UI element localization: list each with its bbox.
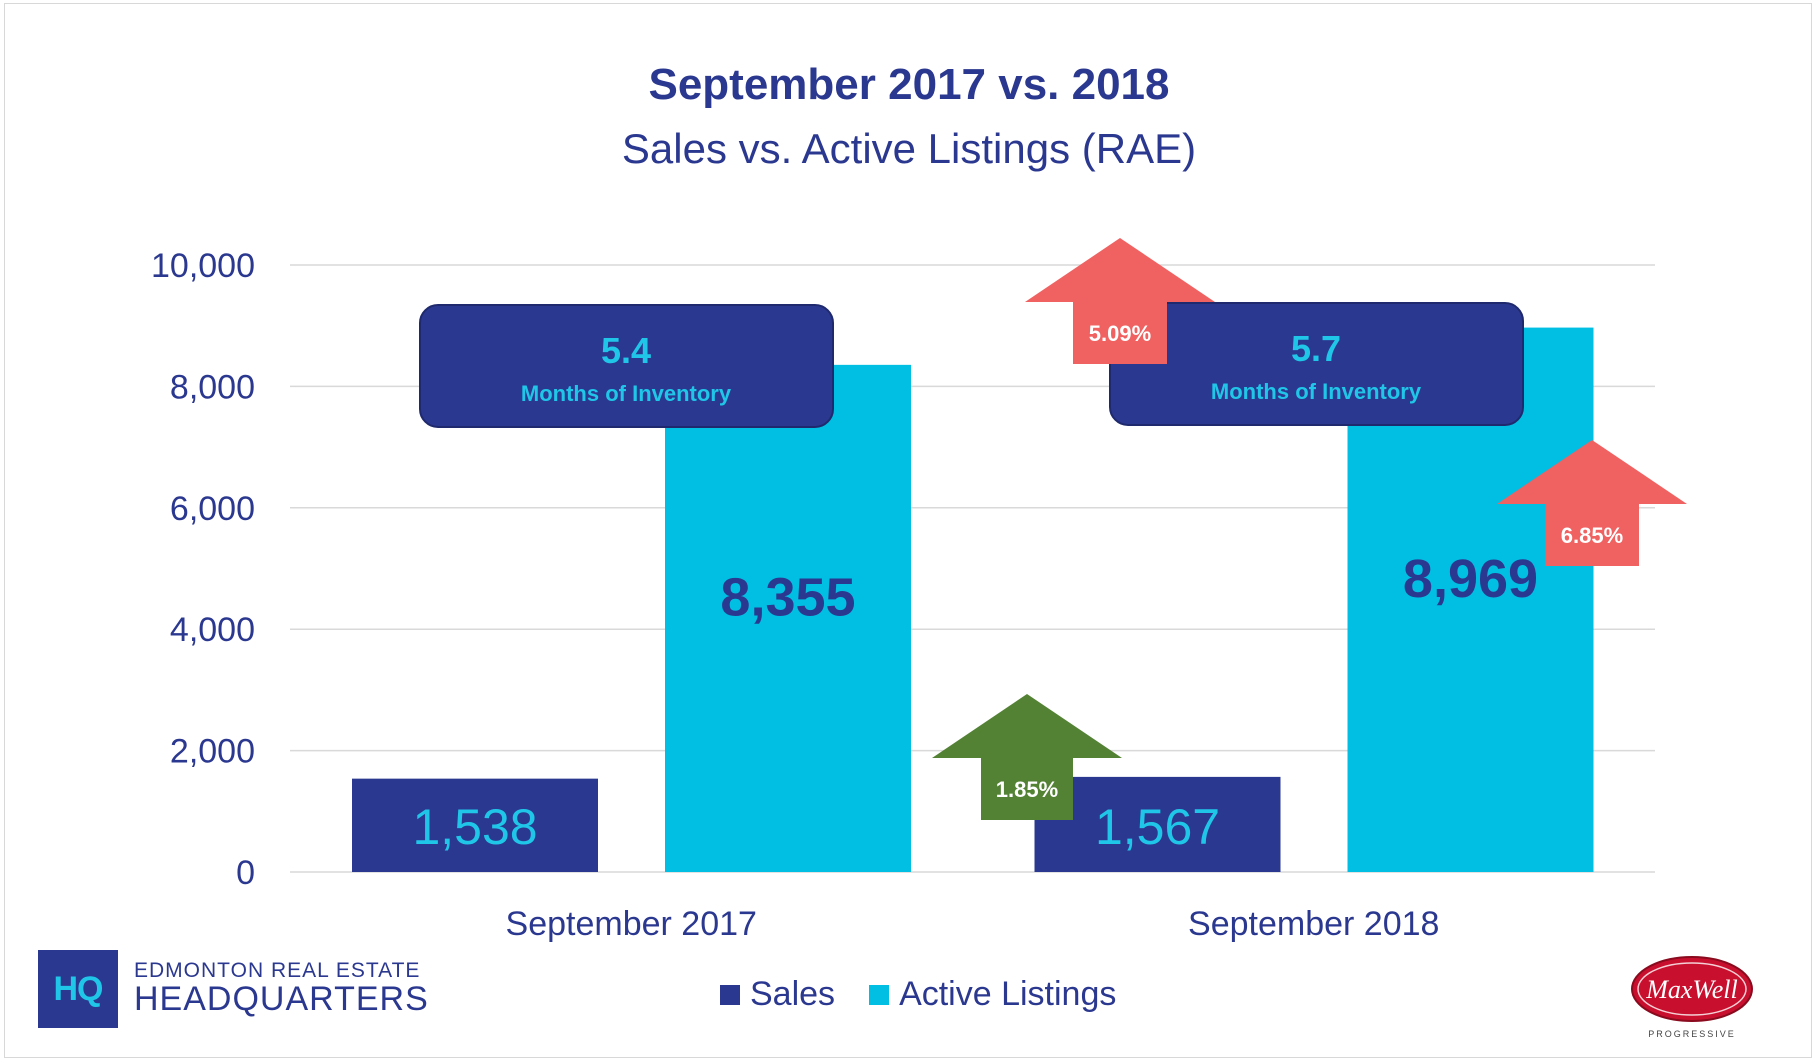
sales-change-arrow <box>932 694 1122 820</box>
inventory-change-arrow <box>1025 238 1215 364</box>
bar-sales <box>352 778 598 872</box>
y-tick-label: 0 <box>236 854 255 892</box>
y-tick-label: 10,000 <box>151 247 255 285</box>
maxwell-name: MaxWell <box>1645 975 1737 1004</box>
legend-swatch-active-listings <box>869 984 890 1005</box>
y-tick-label: 6,000 <box>170 490 255 528</box>
inventory-change-label: 5.09% <box>1089 321 1151 346</box>
months-inventory-value: 5.4 <box>601 330 651 371</box>
legend-item-active-listings: Active Listings <box>869 975 1116 1014</box>
sales-change-label: 1.85% <box>996 777 1058 802</box>
data-label: 8,355 <box>720 567 855 627</box>
hq-wordmark: EDMONTON REAL ESTATE HEADQUARTERS <box>134 960 429 1018</box>
data-label: 1,538 <box>412 799 537 855</box>
y-tick-label: 8,000 <box>170 368 255 406</box>
months-inventory-label: Months of Inventory <box>521 381 732 406</box>
bar-sales <box>1034 776 1281 872</box>
bar-active-listings <box>665 364 911 872</box>
legend-label-active-listings: Active Listings <box>899 975 1117 1013</box>
chart-subtitle: Sales vs. Active Listings (RAE) <box>621 125 1197 172</box>
hq-line2: HEADQUARTERS <box>134 980 429 1019</box>
months-inventory-value: 5.7 <box>1291 328 1341 369</box>
x-tick-label: September 2017 <box>506 905 757 943</box>
y-tick-label: 2,000 <box>170 733 255 771</box>
legend-swatch-sales <box>720 984 740 1005</box>
listings-change-arrow <box>1497 440 1687 566</box>
chart-title: September 2017 vs. 2018 <box>648 60 1170 109</box>
hq-mark: HQ <box>38 950 118 1028</box>
hq-logo: HQ EDMONTON REAL ESTATE HEADQUARTERS <box>38 950 429 1028</box>
months-inventory-box <box>419 304 834 428</box>
legend-item-sales: Sales <box>720 975 835 1014</box>
y-tick-label: 4,000 <box>170 611 255 649</box>
x-tick-label: September 2018 <box>1188 905 1439 943</box>
data-label: 8,969 <box>1403 549 1538 609</box>
chart-frame <box>4 3 1812 1058</box>
listings-change-label: 6.85% <box>1561 523 1623 548</box>
legend: Sales Active Listings <box>720 975 1116 1014</box>
months-inventory-label: Months of Inventory <box>1211 379 1422 404</box>
maxwell-logo: MaxWell PROGRESSIVE <box>1631 956 1753 1039</box>
maxwell-sub: PROGRESSIVE <box>1648 1029 1736 1039</box>
legend-label-sales: Sales <box>750 975 836 1013</box>
data-label: 1,567 <box>1095 799 1220 855</box>
hq-line1: EDMONTON REAL ESTATE <box>134 959 421 983</box>
